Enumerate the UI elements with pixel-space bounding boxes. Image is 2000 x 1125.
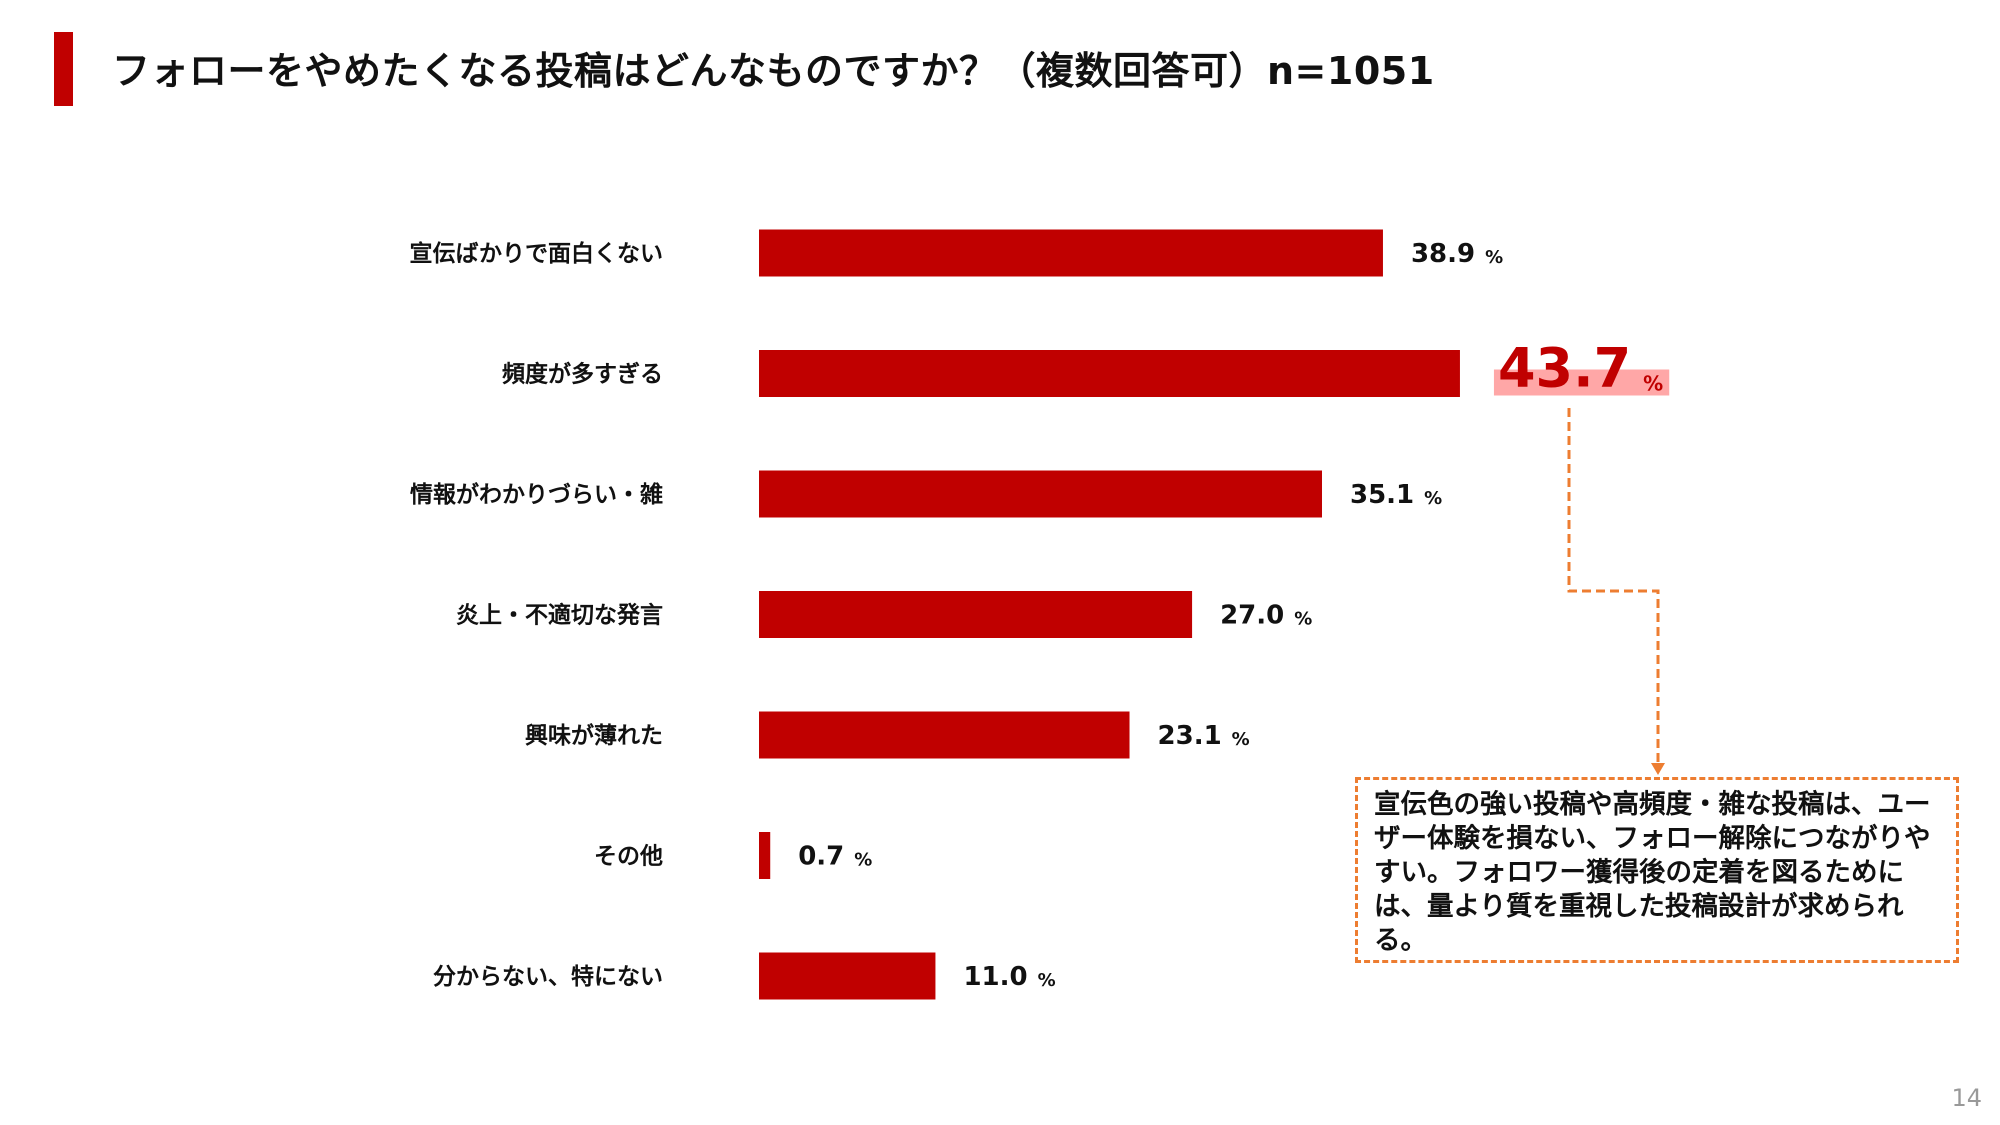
connector-line (1567, 408, 1660, 765)
arrow-head-icon (1651, 763, 1665, 775)
value-label: 27.0 (1220, 601, 1284, 631)
category-label: 炎上・不適切な発言 (456, 602, 663, 629)
page-number: 14 (1951, 1084, 1982, 1112)
unit-label: % (1643, 372, 1663, 396)
bar (759, 350, 1460, 397)
bar (759, 229, 1383, 277)
value-label: 38.9 (1411, 239, 1475, 269)
unit-label: % (1232, 729, 1250, 750)
bar (759, 832, 771, 879)
category-label: 頻度が多すぎる (502, 361, 663, 388)
unit-label: % (1294, 609, 1312, 630)
page-title: フォローをやめたくなる投稿はどんなものですか？（複数回答可）n=1051 (112, 49, 1435, 93)
bar (759, 952, 936, 1000)
value-label: 43.7 (1498, 337, 1631, 400)
unit-label: % (1485, 247, 1503, 268)
bar (759, 711, 1130, 759)
callout-text: 宣伝色の強い投稿や高頻度・雑な投稿は、ユーザー体験を損ない、フォロー解除につなが… (1374, 789, 1931, 956)
highlight-background (1493, 369, 1670, 396)
value-label: 35.1 (1350, 480, 1414, 510)
category-label: 興味が薄れた (525, 722, 663, 749)
callout-box: 宣伝色の強い投稿や高頻度・雑な投稿は、ユーザー体験を損ない、フォロー解除につなが… (1355, 777, 1959, 963)
category-label: 分からない、特にない (433, 964, 663, 990)
category-label: 情報がわかりづらい・雑 (410, 481, 663, 508)
unit-label: % (854, 850, 872, 871)
title-accent-bar (54, 32, 73, 106)
value-label: 11.0 (963, 962, 1027, 992)
value-label: 23.1 (1158, 721, 1222, 751)
unit-label: % (1038, 970, 1056, 991)
category-label: その他 (594, 844, 663, 870)
value-label: 0.7 (798, 842, 844, 872)
bar (759, 591, 1193, 638)
bar (759, 470, 1323, 518)
category-label: 宣伝ばかりで面白くない (410, 240, 663, 267)
unit-label: % (1424, 488, 1442, 509)
